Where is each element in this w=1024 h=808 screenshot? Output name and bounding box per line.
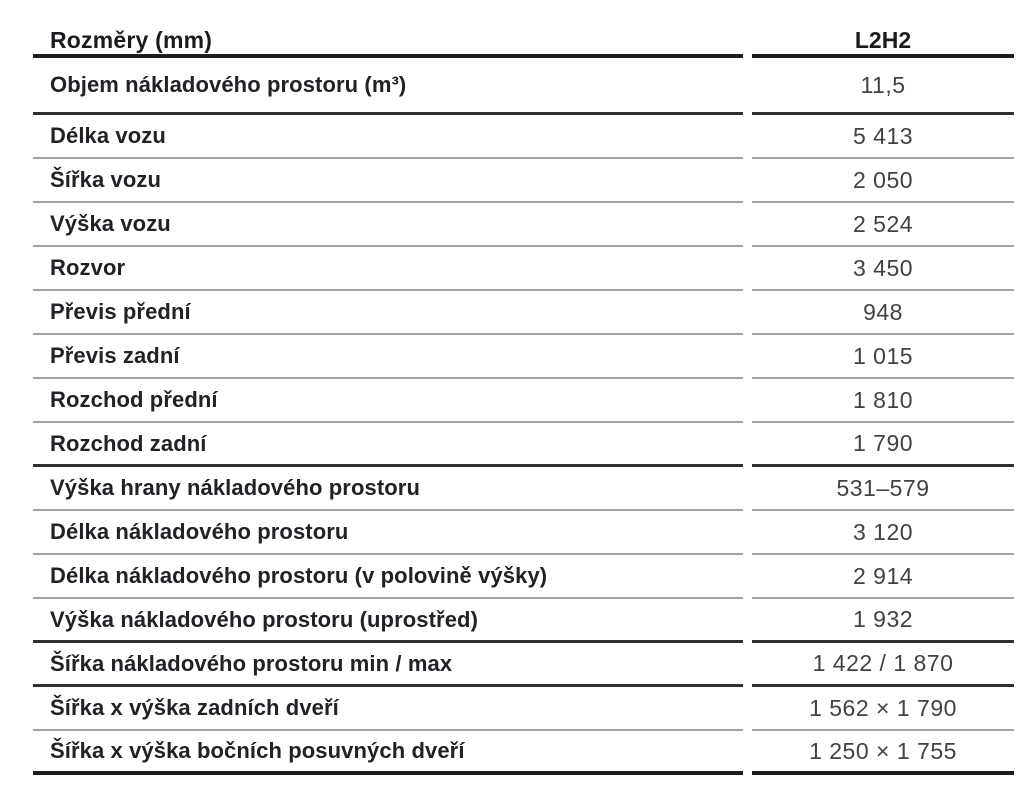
dimension-label: Rozvor (33, 247, 743, 291)
table-body: Objem nákladového prostoru (m³) 11,5 Dél… (33, 58, 1014, 775)
dimension-label: Rozchod zadní (33, 423, 743, 467)
dimension-label: Šířka vozu (33, 159, 743, 203)
dimension-value: 2 050 (752, 159, 1014, 203)
dimension-label: Převis zadní (33, 335, 743, 379)
table-row: Šířka x výška zadních dveří 1 562 × 1 79… (33, 687, 1014, 731)
dimension-value: 1 422 / 1 870 (752, 643, 1014, 687)
dimension-label: Šířka x výška zadních dveří (33, 687, 743, 731)
table-row: Výška hrany nákladového prostoru 531–579 (33, 467, 1014, 511)
dimension-label: Výška vozu (33, 203, 743, 247)
dimension-value: 1 250 × 1 755 (752, 731, 1014, 775)
table-row: Rozchod zadní 1 790 (33, 423, 1014, 467)
table-row: Rozvor 3 450 (33, 247, 1014, 291)
dimension-label: Šířka x výška bočních posuvných dveří (33, 731, 743, 775)
dimension-label: Převis přední (33, 291, 743, 335)
table-row: Rozchod přední 1 810 (33, 379, 1014, 423)
table-row: Délka vozu 5 413 (33, 115, 1014, 159)
dimension-value: 2 914 (752, 555, 1014, 599)
dimension-label: Rozchod přední (33, 379, 743, 423)
dimension-label: Výška nákladového prostoru (uprostřed) (33, 599, 743, 643)
dimension-value: 1 810 (752, 379, 1014, 423)
table-row: Délka nákladového prostoru 3 120 (33, 511, 1014, 555)
dimension-label: Délka nákladového prostoru (33, 511, 743, 555)
dimension-value: 3 450 (752, 247, 1014, 291)
dimension-value: 1 015 (752, 335, 1014, 379)
dimension-label: Šířka nákladového prostoru min / max (33, 643, 743, 687)
table-row: Šířka x výška bočních posuvných dveří 1 … (33, 731, 1014, 775)
table-row: Šířka nákladového prostoru min / max 1 4… (33, 643, 1014, 687)
dimension-value: 1 932 (752, 599, 1014, 643)
dimension-value: 2 524 (752, 203, 1014, 247)
dimension-label: Výška hrany nákladového prostoru (33, 467, 743, 511)
table-row: Objem nákladového prostoru (m³) 11,5 (33, 58, 1014, 115)
dimension-label: Objem nákladového prostoru (m³) (33, 58, 743, 115)
table-row: Výška vozu 2 524 (33, 203, 1014, 247)
table-row: Výška nákladového prostoru (uprostřed) 1… (33, 599, 1014, 643)
dimension-value: 948 (752, 291, 1014, 335)
dimension-value: 3 120 (752, 511, 1014, 555)
table-row: Převis zadní 1 015 (33, 335, 1014, 379)
dimensions-spec-table: Rozměry (mm) L2H2 Objem nákladového pros… (33, 26, 1014, 775)
dimension-value: 11,5 (752, 58, 1014, 115)
dimension-label: Délka nákladového prostoru (v polovině v… (33, 555, 743, 599)
table-header-row: Rozměry (mm) L2H2 (33, 26, 1014, 58)
table-row: Délka nákladového prostoru (v polovině v… (33, 555, 1014, 599)
dimension-label: Délka vozu (33, 115, 743, 159)
table-row: Šířka vozu 2 050 (33, 159, 1014, 203)
dimension-value: 1 790 (752, 423, 1014, 467)
dimension-value: 531–579 (752, 467, 1014, 511)
dimension-value: 5 413 (752, 115, 1014, 159)
column-header-l2h2: L2H2 (752, 26, 1014, 58)
table-row: Převis přední 948 (33, 291, 1014, 335)
dimension-value: 1 562 × 1 790 (752, 687, 1014, 731)
table-title: Rozměry (mm) (33, 26, 743, 58)
